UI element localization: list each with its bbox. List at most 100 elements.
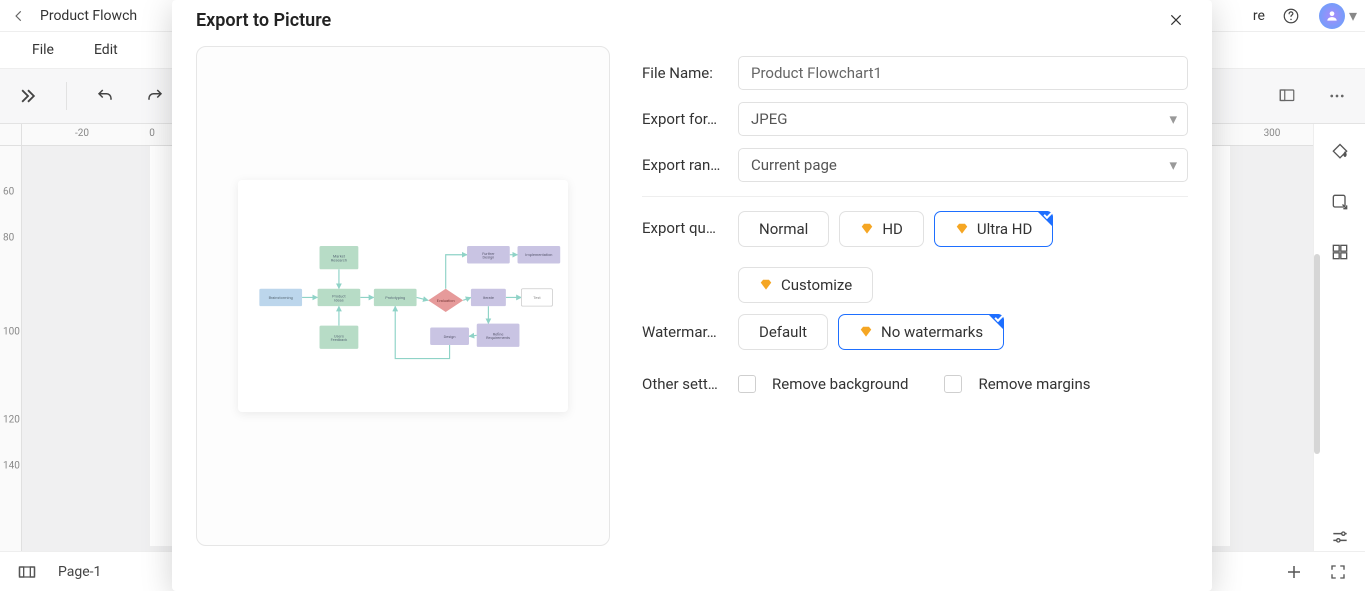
fullscreen-button[interactable] xyxy=(1325,559,1351,585)
premium-icon xyxy=(759,278,773,292)
range-select[interactable]: Current page ▾ xyxy=(738,148,1188,182)
premium-icon xyxy=(955,222,969,236)
divider xyxy=(642,196,1188,197)
settings-rail[interactable] xyxy=(1326,523,1354,551)
label-format: Export for… xyxy=(642,110,726,128)
svg-text:Prototyping: Prototyping xyxy=(385,295,405,300)
expand-panels-button[interactable] xyxy=(12,80,44,112)
svg-text:Brainstorming: Brainstorming xyxy=(269,295,293,300)
overflow-button[interactable] xyxy=(1321,80,1353,112)
remove-margins-label: Remove margins xyxy=(978,375,1090,393)
svg-text:Iterate: Iterate xyxy=(483,295,494,300)
svg-text:Test: Test xyxy=(533,295,541,300)
more-horizontal-icon xyxy=(1328,87,1346,105)
help-button[interactable] xyxy=(1277,2,1305,30)
ruler-v-mark: 80 xyxy=(3,233,14,244)
remove-background-label: Remove background xyxy=(772,375,908,393)
watermark-default-label: Default xyxy=(759,323,807,341)
quality-normal-label: Normal xyxy=(759,220,808,238)
right-rail xyxy=(1313,124,1365,551)
redo-icon xyxy=(146,87,164,105)
ruler-vertical: 60 80 100 120 140 60 xyxy=(0,146,22,551)
label-range: Export ran… xyxy=(642,156,726,174)
paint-bucket-icon xyxy=(1330,142,1350,162)
document-title: Product Flowch xyxy=(40,8,137,24)
page-thumbnails-button[interactable] xyxy=(14,559,40,585)
watermark-none[interactable]: No watermarks xyxy=(838,314,1004,350)
redo-button[interactable] xyxy=(139,80,171,112)
plus-icon xyxy=(1285,563,1303,581)
quality-ultra-label: Ultra HD xyxy=(977,220,1033,238)
ruler-h-mark: 300 xyxy=(1264,128,1281,139)
quality-customize[interactable]: Customize xyxy=(738,267,873,303)
ruler-h-mark: 0 xyxy=(149,128,155,139)
quality-hd-label: HD xyxy=(882,220,903,238)
ruler-v-mark: 60 xyxy=(3,187,14,198)
format-value: JPEG xyxy=(751,110,787,128)
double-chevron-right-icon xyxy=(18,86,38,106)
fill-tool[interactable] xyxy=(1326,138,1354,166)
preview-pane: BrainstormingMarketResearchProductIdeasU… xyxy=(196,46,610,546)
layout-toggle[interactable] xyxy=(1271,80,1303,112)
label-filename: File Name: xyxy=(642,64,726,82)
pages-icon xyxy=(17,562,37,582)
ruler-v-mark: 140 xyxy=(3,461,20,472)
export-form: File Name: Export for… JPEG ▾ Export ran… xyxy=(642,46,1188,546)
back-button[interactable] xyxy=(8,5,30,27)
remove-margins-checkbox[interactable] xyxy=(944,375,962,393)
format-select[interactable]: JPEG ▾ xyxy=(738,102,1188,136)
close-button[interactable] xyxy=(1164,8,1188,32)
grid-icon xyxy=(1330,242,1350,262)
range-value: Current page xyxy=(751,156,837,174)
quality-ultra-hd[interactable]: Ultra HD xyxy=(934,211,1054,247)
flowchart-preview: BrainstormingMarketResearchProductIdeasU… xyxy=(238,180,568,405)
user-avatar[interactable] xyxy=(1319,3,1345,29)
undo-button[interactable] xyxy=(89,80,121,112)
chevron-left-icon xyxy=(12,9,26,23)
fullscreen-icon xyxy=(1329,563,1347,581)
svg-text:FurtherDesign: FurtherDesign xyxy=(482,250,495,259)
preview-thumbnail: BrainstormingMarketResearchProductIdeasU… xyxy=(238,180,568,412)
shape-export-icon xyxy=(1330,192,1350,212)
label-other: Other sett… xyxy=(642,375,726,393)
svg-text:Implementation: Implementation xyxy=(525,252,552,257)
vertical-scrollbar[interactable] xyxy=(1314,254,1320,454)
page-name[interactable]: Page-1 xyxy=(58,564,101,580)
chevron-down-icon: ▾ xyxy=(1169,110,1177,128)
selected-check-icon xyxy=(1037,211,1053,227)
dialog-title: Export to Picture xyxy=(196,10,331,31)
svg-text:MarketResearch: MarketResearch xyxy=(331,253,347,262)
svg-text:Design: Design xyxy=(444,334,456,339)
grid-tool[interactable] xyxy=(1326,238,1354,266)
watermark-none-label: No watermarks xyxy=(881,323,983,341)
svg-text:Evaluation: Evaluation xyxy=(437,298,455,303)
close-icon xyxy=(1168,12,1184,28)
quality-hd[interactable]: HD xyxy=(839,211,924,247)
user-icon xyxy=(1325,9,1339,23)
selected-check-icon xyxy=(988,314,1004,330)
export-dialog: Export to Picture Brainstorming MarketRes… xyxy=(172,0,1212,591)
chevron-down-icon: ▾ xyxy=(1169,156,1177,174)
label-watermark: Watermar… xyxy=(642,323,726,341)
quality-normal[interactable]: Normal xyxy=(738,211,829,247)
quality-customize-label: Customize xyxy=(781,276,852,294)
menu-edit[interactable]: Edit xyxy=(94,42,118,58)
help-icon xyxy=(1282,7,1300,25)
watermark-default[interactable]: Default xyxy=(738,314,828,350)
filename-input[interactable] xyxy=(738,56,1188,90)
export-shape-tool[interactable] xyxy=(1326,188,1354,216)
avatar-caret-icon[interactable]: ▾ xyxy=(1349,6,1357,25)
layout-icon xyxy=(1278,87,1296,105)
premium-icon xyxy=(860,222,874,236)
premium-icon xyxy=(859,325,873,339)
label-quality: Export qu… xyxy=(642,219,726,237)
ruler-corner xyxy=(0,124,22,146)
menu-file[interactable]: File xyxy=(32,42,54,58)
share-text-fragment[interactable]: re xyxy=(1253,2,1265,30)
sliders-icon xyxy=(1330,527,1350,547)
add-page-button[interactable] xyxy=(1281,559,1307,585)
ruler-h-mark: -20 xyxy=(75,128,89,139)
remove-background-checkbox[interactable] xyxy=(738,375,756,393)
ruler-v-mark: 120 xyxy=(3,415,20,426)
ruler-v-mark: 100 xyxy=(3,327,20,338)
